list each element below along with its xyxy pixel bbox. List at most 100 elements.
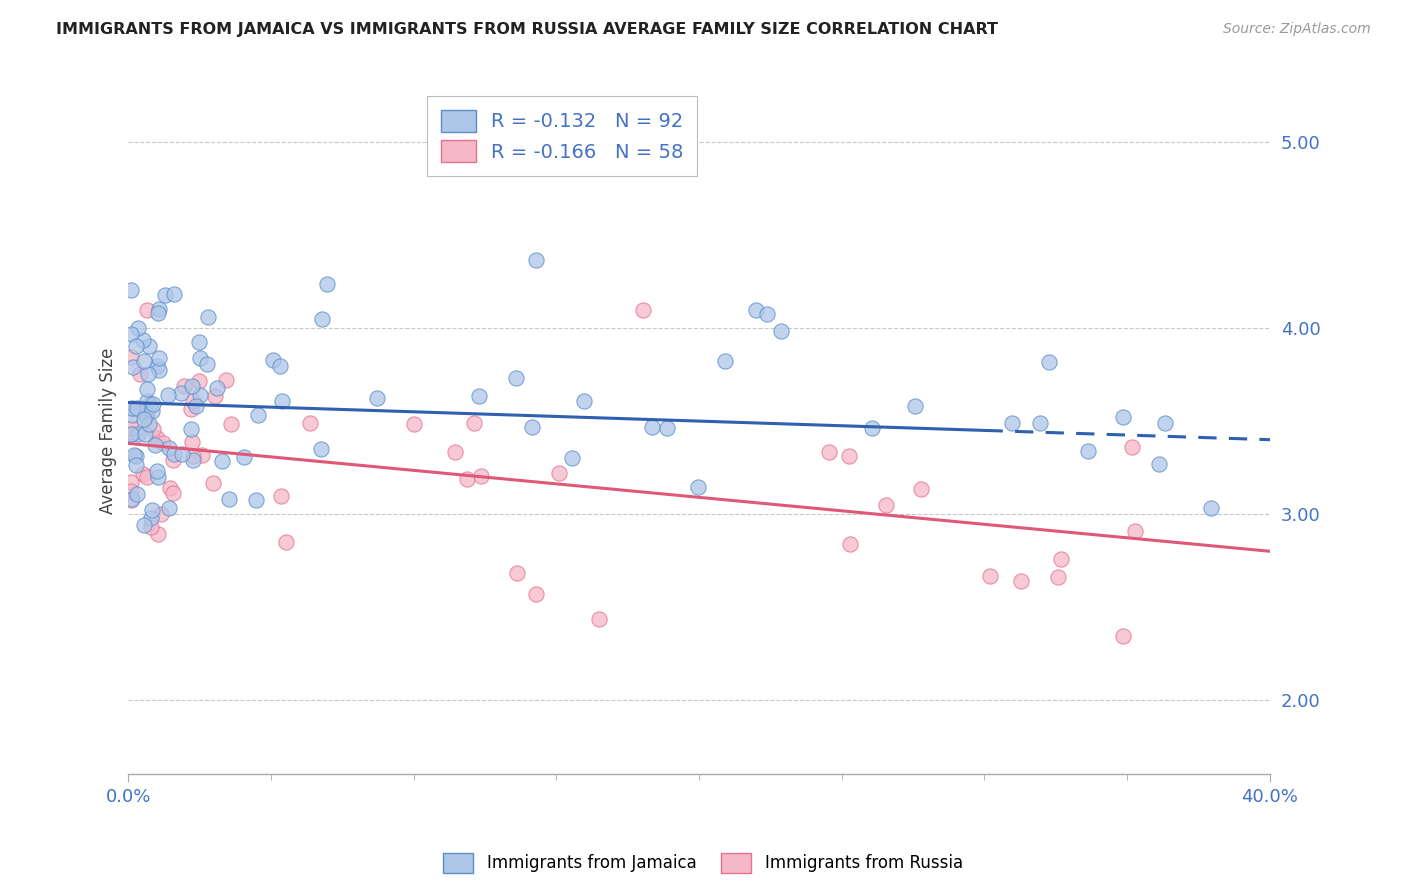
Point [122, 425, 145, 440]
Point [132, 411, 155, 425]
Point [211, 454, 233, 468]
Point [245, 493, 267, 508]
Point [121, 401, 143, 415]
Point [561, 450, 583, 465]
Point [181, 434, 204, 449]
Point [246, 408, 269, 422]
Point [1077, 444, 1099, 458]
Point [120, 283, 142, 297]
Point [120, 421, 142, 435]
Point [121, 401, 143, 416]
Point [125, 339, 148, 353]
Point [181, 379, 204, 393]
Point [136, 302, 159, 317]
Point [1153, 416, 1175, 430]
Point [547, 467, 569, 481]
Point [145, 359, 167, 374]
Point [127, 426, 149, 441]
Point [520, 420, 543, 434]
Point [170, 446, 193, 460]
Point [149, 507, 172, 521]
Point [875, 498, 897, 512]
Point [121, 408, 143, 422]
Point [1001, 417, 1024, 431]
Point [142, 397, 165, 411]
Point [188, 334, 211, 349]
Point [218, 491, 240, 506]
Point [1112, 629, 1135, 643]
Point [506, 566, 529, 580]
Point [181, 453, 204, 467]
Point [1010, 574, 1032, 588]
Point [204, 389, 226, 403]
Point [524, 252, 547, 267]
Y-axis label: Average Family Size: Average Family Size [100, 347, 117, 514]
Point [655, 421, 678, 435]
Point [120, 350, 142, 364]
Point [152, 436, 174, 450]
Point [148, 363, 170, 377]
Point [755, 307, 778, 321]
Point [1038, 355, 1060, 369]
Point [138, 417, 160, 431]
Point [233, 450, 256, 464]
Point [298, 416, 321, 430]
Point [262, 352, 284, 367]
Point [195, 357, 218, 371]
Point [505, 370, 527, 384]
Point [1047, 570, 1070, 584]
Point [157, 500, 180, 515]
Point [122, 359, 145, 374]
Point [269, 359, 291, 373]
Point [134, 404, 156, 418]
Point [463, 416, 485, 430]
Point [141, 502, 163, 516]
Point [138, 339, 160, 353]
Point [132, 467, 155, 481]
Point [838, 537, 860, 551]
Point [1123, 524, 1146, 539]
Point [180, 401, 202, 416]
Point [120, 426, 142, 441]
Point [136, 470, 159, 484]
Legend: R = -0.132   N = 92, R = -0.166   N = 58: R = -0.132 N = 92, R = -0.166 N = 58 [427, 96, 697, 176]
Point [162, 486, 184, 500]
Point [904, 399, 927, 413]
Point [146, 470, 169, 484]
Point [127, 321, 149, 335]
Point [190, 448, 212, 462]
Point [120, 483, 142, 498]
Point [316, 277, 339, 292]
Point [444, 444, 467, 458]
Point [125, 401, 148, 415]
Point [188, 351, 211, 366]
Point [470, 469, 492, 483]
Point [139, 397, 162, 411]
Point [184, 400, 207, 414]
Point [121, 491, 143, 506]
Point [143, 437, 166, 451]
Point [309, 442, 332, 457]
Point [1050, 551, 1073, 566]
Point [136, 367, 159, 381]
Point [146, 306, 169, 320]
Point [139, 519, 162, 533]
Point [129, 367, 152, 381]
Point [1201, 501, 1223, 516]
Point [838, 449, 860, 463]
Point [124, 448, 146, 462]
Point [1149, 457, 1171, 471]
Point [1121, 440, 1143, 454]
Point [271, 393, 294, 408]
Point [146, 527, 169, 541]
Point [159, 481, 181, 495]
Point [713, 353, 735, 368]
Point [120, 492, 142, 507]
Text: IMMIGRANTS FROM JAMAICA VS IMMIGRANTS FROM RUSSIA AVERAGE FAMILY SIZE CORRELATIO: IMMIGRANTS FROM JAMAICA VS IMMIGRANTS FR… [56, 22, 998, 37]
Text: Source: ZipAtlas.com: Source: ZipAtlas.com [1223, 22, 1371, 37]
Point [270, 489, 292, 503]
Point [136, 382, 159, 396]
Point [131, 333, 153, 347]
Point [910, 482, 932, 496]
Point [173, 378, 195, 392]
